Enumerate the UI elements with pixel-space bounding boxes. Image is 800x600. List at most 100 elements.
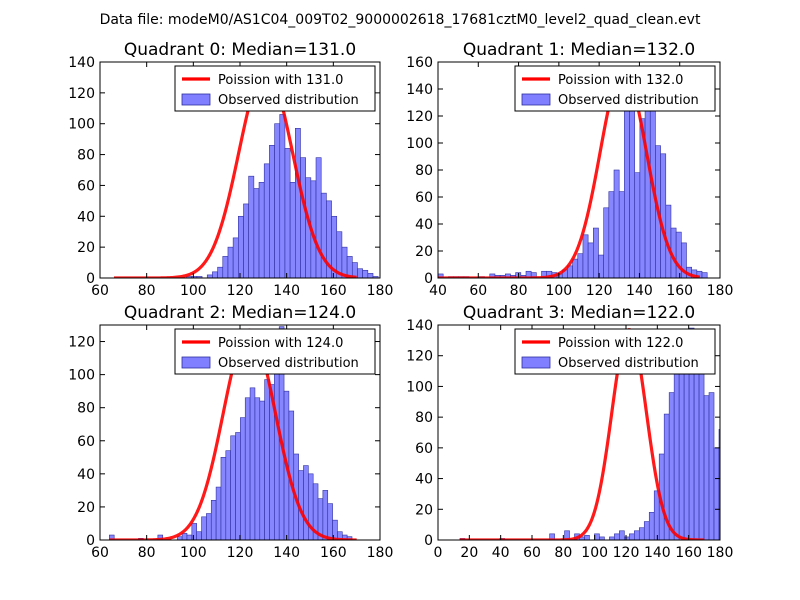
histogram-bar xyxy=(693,370,700,540)
histogram-bar xyxy=(289,182,296,278)
histogram-bar xyxy=(608,191,615,278)
histogram-bar xyxy=(254,397,261,540)
histogram-bar xyxy=(593,227,599,278)
histogram-bar xyxy=(644,104,651,278)
histogram-bar xyxy=(206,513,212,540)
histogram-bar xyxy=(648,512,655,540)
x-tick-label: 160 xyxy=(666,283,693,299)
legend: Poission with 132.0 Observed distribution xyxy=(514,65,716,112)
y-tick-label: 0 xyxy=(86,271,95,287)
quadrant-1-panel: Quadrant 1: Median=132.0 40 60 80 100 120 140 1… xyxy=(406,40,733,299)
histogram-bar xyxy=(653,490,660,540)
histogram-bar xyxy=(196,276,203,278)
x-tick-label: 100 xyxy=(581,545,608,561)
legend-bar-swatch xyxy=(521,93,551,106)
y-tick-label: 0 xyxy=(86,533,95,549)
histogram-bar xyxy=(701,272,708,278)
y-tick-label: 20 xyxy=(77,500,95,516)
histogram-bar xyxy=(201,516,207,540)
histogram-bar xyxy=(683,349,690,540)
histogram-bar xyxy=(191,523,197,540)
histogram-bar xyxy=(220,457,227,540)
histogram-bar xyxy=(372,276,379,278)
histogram-bar xyxy=(708,392,715,540)
legend-label-bars: Observed distribution xyxy=(218,356,359,371)
x-tick-label: 100 xyxy=(545,283,572,299)
histogram-bar xyxy=(303,465,309,540)
histogram-bar xyxy=(572,258,579,278)
x-tick-label: 60 xyxy=(91,283,109,299)
histogram-bar xyxy=(332,519,338,540)
histogram-bar xyxy=(739,519,744,541)
histogram-bar xyxy=(294,128,301,278)
histogram-bar xyxy=(230,435,236,540)
panel-title: Quadrant 1: Median=132.0 xyxy=(463,40,695,60)
histogram-bar xyxy=(212,271,218,278)
x-tick-label: 140 xyxy=(273,545,300,561)
y-tick-label: 100 xyxy=(406,136,433,152)
histogram-bar xyxy=(678,355,685,540)
histogram-bar xyxy=(713,447,720,540)
legend-bar-swatch xyxy=(521,356,551,369)
histogram-bar xyxy=(643,521,650,540)
y-tick-label: 80 xyxy=(77,401,95,417)
histogram-bar xyxy=(582,234,589,278)
poisson-curve xyxy=(438,68,701,278)
legend-label-bars: Observed distribution xyxy=(558,356,699,371)
histogram-bar xyxy=(703,395,710,540)
x-tick-label: 60 xyxy=(91,545,109,561)
histogram-bar xyxy=(217,266,224,278)
histogram-bars xyxy=(186,114,379,278)
histogram-bar xyxy=(215,486,222,540)
histogram-bar xyxy=(734,500,739,540)
histogram-bar xyxy=(243,203,249,278)
y-tick-label: 60 xyxy=(77,178,95,194)
x-tick-label: 100 xyxy=(180,545,207,561)
x-tick-label: 120 xyxy=(227,283,254,299)
histogram-bar xyxy=(232,237,239,278)
y-tick-label: 140 xyxy=(68,55,95,71)
histogram-bar xyxy=(618,191,625,278)
y-tick-label: 120 xyxy=(406,109,433,125)
histogram-bar xyxy=(222,256,229,278)
histogram-bar xyxy=(249,387,256,540)
panel-title: Quadrant 2: Median=124.0 xyxy=(124,303,356,323)
y-tick-label: 80 xyxy=(415,163,433,179)
histogram-bar xyxy=(619,530,625,540)
histogram-bar xyxy=(438,273,444,278)
histogram-bar xyxy=(638,527,645,540)
histogram-bar xyxy=(673,367,680,540)
x-tick-label: 100 xyxy=(180,283,207,299)
histogram-bar xyxy=(240,417,246,540)
quadrant-0-panel: Quadrant 0: Median=131.0 60 80 100 120 140 160… xyxy=(68,40,393,299)
histogram-bar xyxy=(660,153,667,278)
histogram-bar xyxy=(210,500,217,540)
histogram-bar xyxy=(322,490,329,540)
histogram-bar xyxy=(274,123,281,278)
y-tick-label: 120 xyxy=(68,86,95,102)
histogram-bar xyxy=(327,503,333,540)
quadrant-2-panel: Quadrant 2: Median=124.0 60 80 100 120 140 160… xyxy=(68,303,393,561)
x-tick-label: 80 xyxy=(554,545,572,561)
histogram-bar xyxy=(244,397,251,540)
panel-title: Quadrant 0: Median=131.0 xyxy=(124,40,356,60)
y-tick-label: 40 xyxy=(77,209,95,225)
y-tick-label: 160 xyxy=(406,55,433,71)
histogram-bar xyxy=(744,525,749,540)
histogram-bar xyxy=(259,400,265,540)
histogram-bar xyxy=(577,253,584,278)
x-tick-label: 120 xyxy=(227,545,254,561)
axes-frame xyxy=(437,324,721,541)
x-tick-label: 120 xyxy=(613,545,640,561)
quadrant-3-panel: Quadrant 3: Median=122.00 20 40 60 80 100 120 1… xyxy=(406,303,749,561)
histogram-bar xyxy=(599,536,605,540)
x-tick-label: 80 xyxy=(138,545,156,561)
histogram-bar xyxy=(300,157,306,278)
y-tick-label: 20 xyxy=(415,244,433,260)
histogram-bar xyxy=(614,533,620,540)
legend-label-curve: Poission with 122.0 xyxy=(558,336,683,351)
legend: Poission with 131.0 Observed distribution xyxy=(174,65,376,112)
x-tick-label: 160 xyxy=(320,545,347,561)
histogram-bar xyxy=(357,268,363,278)
